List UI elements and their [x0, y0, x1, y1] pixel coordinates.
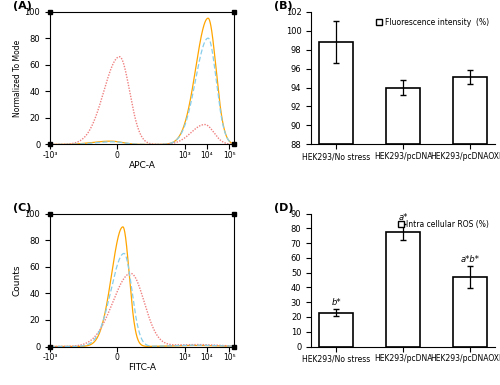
Bar — [320, 42, 353, 144]
Legend: Fluorescence intensity  (%): Fluorescence intensity (%) — [374, 15, 491, 29]
Bar — [453, 277, 486, 346]
Text: (D): (D) — [274, 203, 294, 213]
Text: (A): (A) — [13, 1, 32, 11]
Y-axis label: Normalized To Mode: Normalized To Mode — [13, 39, 22, 117]
Bar — [453, 77, 486, 144]
X-axis label: FITC-A: FITC-A — [128, 363, 156, 372]
Text: (B): (B) — [274, 1, 293, 11]
Text: a*: a* — [398, 213, 407, 222]
X-axis label: APC-A: APC-A — [128, 161, 156, 170]
Bar — [320, 313, 353, 346]
Text: b*: b* — [332, 298, 341, 306]
Bar — [386, 232, 420, 346]
Text: (C): (C) — [13, 203, 32, 213]
Text: a*b*: a*b* — [460, 255, 479, 264]
Bar — [386, 87, 420, 144]
Legend: Intra cellular ROS (%): Intra cellular ROS (%) — [396, 218, 491, 231]
Y-axis label: Counts: Counts — [13, 264, 22, 296]
